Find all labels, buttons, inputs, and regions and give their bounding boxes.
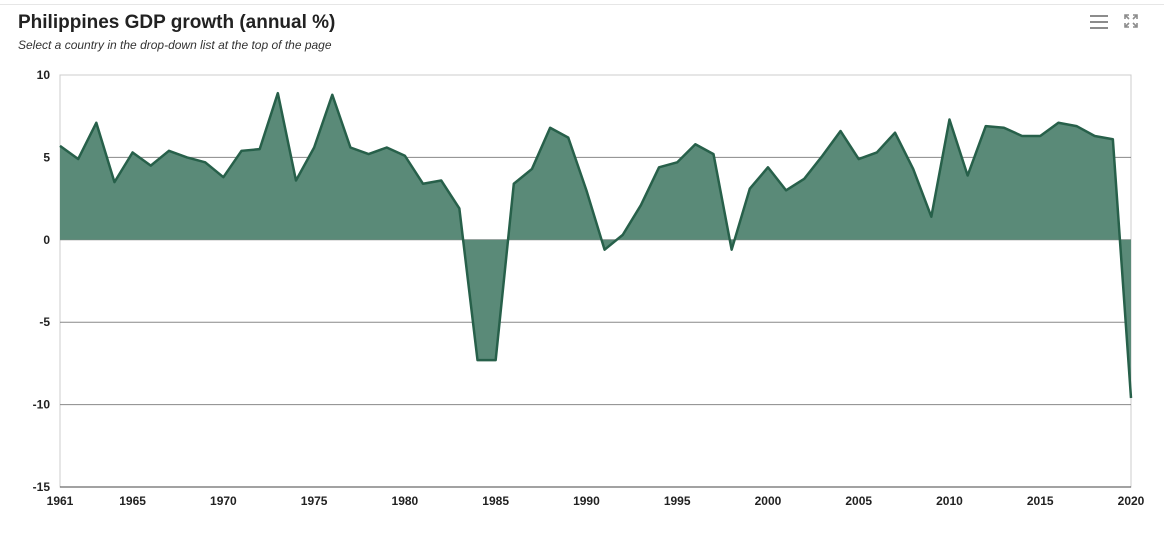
x-tick-label: 1965 xyxy=(119,494,146,508)
chart-title: Philippines GDP growth (annual %) xyxy=(18,12,336,33)
x-tick-label: 1985 xyxy=(482,494,509,508)
grid-layer xyxy=(59,74,1132,488)
y-tick-label: 0 xyxy=(43,233,50,247)
x-tick-label: 2005 xyxy=(845,494,872,508)
x-tick-label: 1975 xyxy=(301,494,328,508)
x-tick-label: 2020 xyxy=(1118,494,1145,508)
hamburger-menu-icon[interactable] xyxy=(1088,12,1110,32)
gdp-growth-area xyxy=(60,93,1131,399)
y-tick-label: 5 xyxy=(43,150,50,164)
fullscreen-expand-icon[interactable] xyxy=(1122,12,1142,32)
x-tick-label: 2000 xyxy=(755,494,782,508)
x-tick-label: 1995 xyxy=(664,494,691,508)
y-tick-label: -5 xyxy=(39,315,50,329)
x-tick-label: 1990 xyxy=(573,494,600,508)
top-divider xyxy=(0,4,1164,5)
y-tick-label: 10 xyxy=(37,68,51,82)
x-tick-label: 2010 xyxy=(936,494,963,508)
x-tick-label: 1980 xyxy=(392,494,419,508)
x-tick-label: 2015 xyxy=(1027,494,1054,508)
x-tick-label: 1961 xyxy=(47,494,74,508)
y-tick-label: -10 xyxy=(33,398,51,412)
y-tick-label: -15 xyxy=(33,480,51,494)
area-layer xyxy=(59,91,1133,399)
plot-frame xyxy=(59,74,1132,488)
x-tick-label: 1970 xyxy=(210,494,237,508)
gdp-growth-line xyxy=(59,91,1133,399)
chart-subtitle: Select a country in the drop-down list a… xyxy=(18,38,332,52)
